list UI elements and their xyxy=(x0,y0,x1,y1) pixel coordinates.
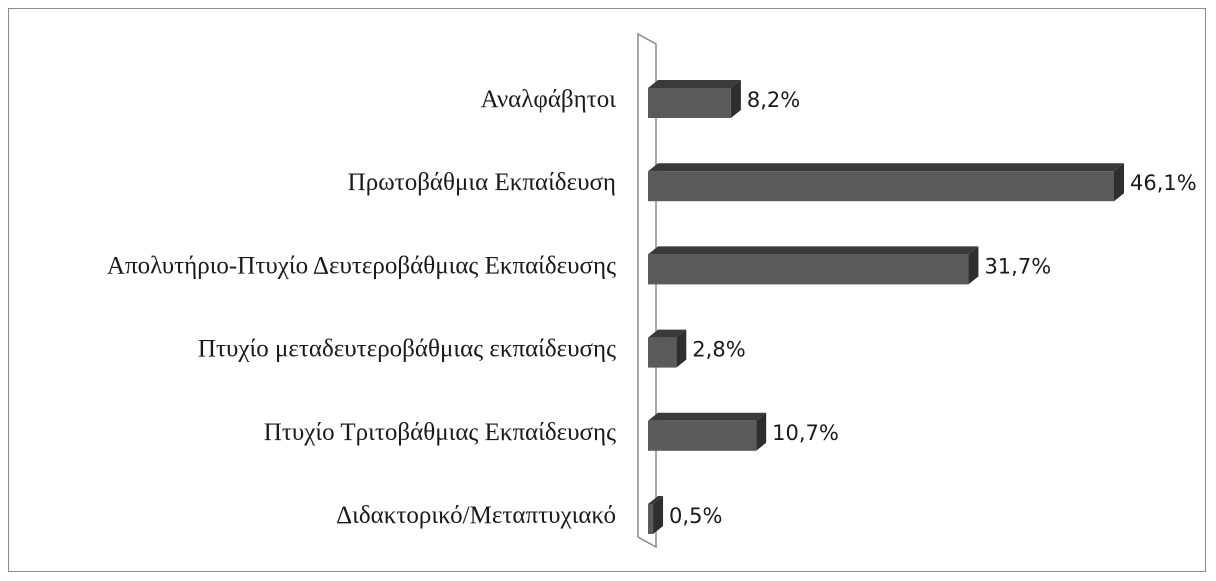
bar xyxy=(648,163,1124,202)
bar-front-face xyxy=(648,88,731,118)
value-label: 31,7% xyxy=(984,254,1051,278)
category-label: Αναλφάβητοι xyxy=(481,86,617,113)
category-label: Απολυτήριο-Πτυχίο Δευτεροβάθμιας Εκπαίδε… xyxy=(107,252,616,279)
bar-top-face xyxy=(648,412,767,421)
bar-side-face xyxy=(968,246,979,285)
bar-top-face xyxy=(648,80,741,88)
axis-wall xyxy=(637,32,657,549)
category-label: Πτυχίο μεταδευτεροβάθμιας εκπαίδευσης xyxy=(198,336,616,363)
value-label: 8,2% xyxy=(747,88,800,112)
bar-front-face xyxy=(648,504,654,534)
value-label: 46,1% xyxy=(1130,171,1197,195)
bar xyxy=(648,412,767,451)
bar-front-face xyxy=(648,420,757,451)
bar xyxy=(648,246,979,285)
bar-top-face xyxy=(648,163,1124,172)
bar-front-face xyxy=(648,337,677,368)
value-label: 0,5% xyxy=(669,504,722,528)
bar-side-face xyxy=(730,80,741,118)
value-label: 2,8% xyxy=(692,338,745,362)
category-label: Πτυχίο Τριτοβάθμιας Εκπαίδευσης xyxy=(264,419,616,446)
bars xyxy=(648,80,1124,534)
category-labels: Αναλφάβητοι Πρωτοβάθμια Εκπαίδευση Απολυτή… xyxy=(107,86,616,529)
chart-frame xyxy=(8,8,1206,572)
bar-side-face xyxy=(676,329,687,368)
bar-side-face xyxy=(756,412,767,451)
bar-front-face xyxy=(648,254,969,285)
bar-top-face xyxy=(648,496,664,504)
bar-side-face xyxy=(1114,163,1124,202)
bar xyxy=(648,329,687,368)
bar xyxy=(648,496,664,534)
bar-front-face xyxy=(648,171,1114,202)
value-label: 10,7% xyxy=(772,421,839,445)
category-label: Διδακτορικό/Μεταπτυχιακό xyxy=(336,502,616,529)
bar-side-face xyxy=(653,496,664,534)
bar-top-face xyxy=(648,329,687,338)
category-label: Πρωτοβάθμια Εκπαίδευση xyxy=(348,169,616,196)
bar-top-face xyxy=(648,246,979,255)
axis-wall-outline xyxy=(637,32,657,549)
value-labels: 8,2% 46,1% 31,7% 2,8% 10,7% 0,5% xyxy=(669,88,1197,528)
bar xyxy=(648,80,741,118)
